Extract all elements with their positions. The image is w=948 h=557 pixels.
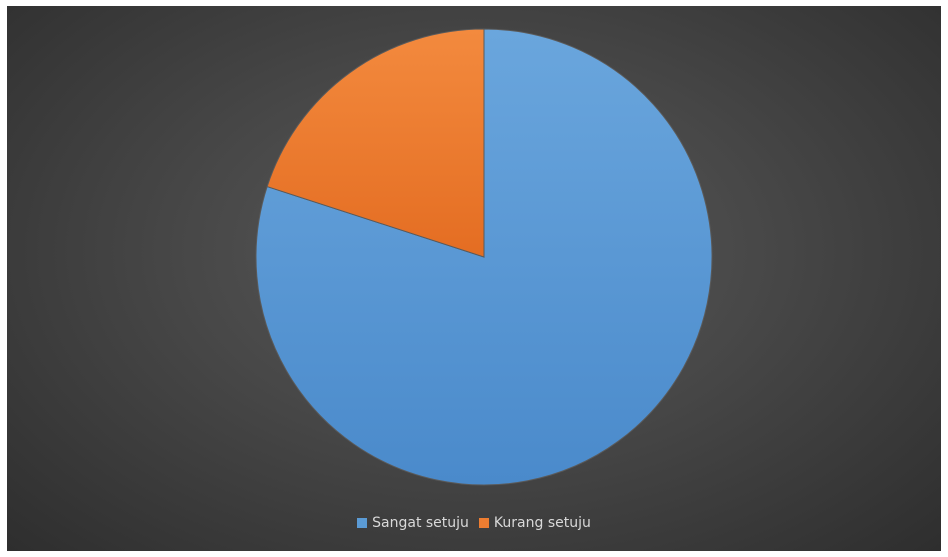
pie-slice-sangat-setuju xyxy=(255,28,713,486)
legend-swatch xyxy=(357,518,368,528)
legend-swatch xyxy=(478,518,489,528)
chart-legend: Sangat setuju Kurang setuju xyxy=(7,514,941,532)
pie-chart xyxy=(255,28,713,486)
legend-label: Sangat setuju xyxy=(372,515,469,531)
legend-item-kurang-setuju: Kurang setuju xyxy=(478,515,591,531)
pie-slice-kurang-setuju xyxy=(266,28,485,258)
chart-area: Sangat setuju Kurang setuju xyxy=(7,6,941,551)
legend-label: Kurang setuju xyxy=(493,515,591,531)
legend-item-sangat-setuju: Sangat setuju xyxy=(357,515,469,531)
